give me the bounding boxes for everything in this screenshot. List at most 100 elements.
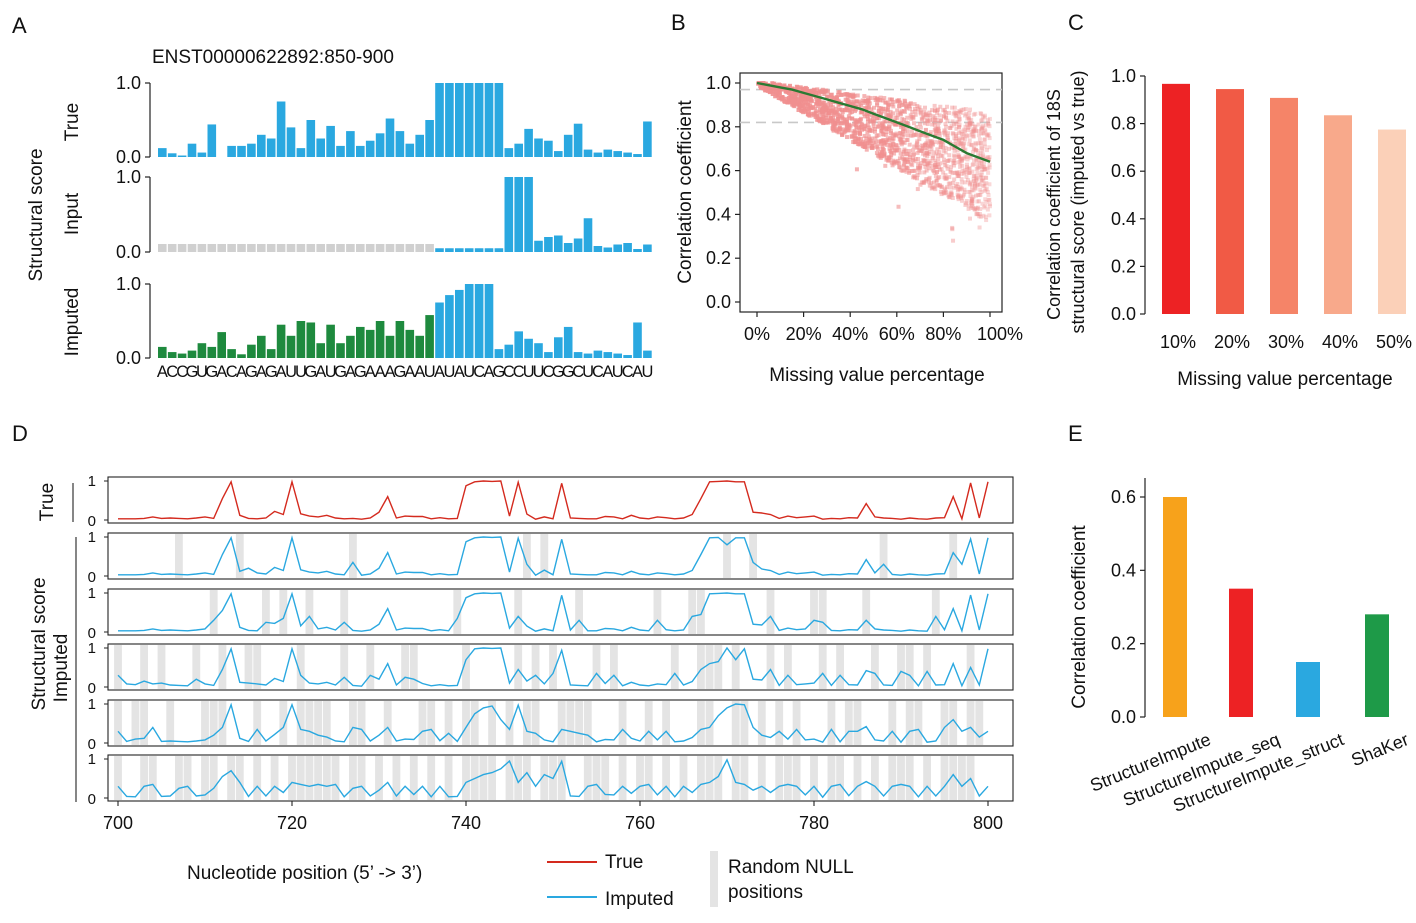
panel-b-point bbox=[942, 110, 947, 115]
panel-b-point bbox=[871, 140, 876, 145]
panel-b-point bbox=[980, 201, 985, 206]
panel-d-null-band bbox=[557, 701, 566, 745]
panel-b-point bbox=[869, 107, 874, 112]
panel-b-point bbox=[814, 97, 819, 102]
panel-b-point bbox=[967, 125, 972, 130]
panel-b-point bbox=[894, 148, 899, 153]
panel-b-point bbox=[859, 121, 864, 126]
panel-b-point bbox=[974, 176, 979, 181]
panel-d-null-band bbox=[549, 645, 557, 689]
panel-b-point bbox=[908, 113, 913, 118]
panel-b-point bbox=[876, 133, 881, 138]
panel-b-point bbox=[924, 168, 929, 173]
panel-b-point bbox=[958, 157, 963, 162]
panel-a-bar bbox=[474, 284, 484, 358]
panel-b-point bbox=[969, 205, 974, 210]
panel-a-bar bbox=[167, 352, 177, 358]
panel-b-point bbox=[862, 111, 867, 116]
panel-d-null-band bbox=[201, 701, 209, 745]
panel-b-point bbox=[938, 118, 943, 123]
panel-b-point bbox=[884, 126, 889, 131]
panel-d-null-band bbox=[810, 590, 818, 634]
panel-d-null-band bbox=[723, 534, 731, 578]
panel-b-point bbox=[941, 144, 946, 149]
panel-b-point bbox=[965, 178, 970, 183]
panel-b-ytick-label: 1.0 bbox=[706, 73, 731, 93]
panel-b-point bbox=[826, 102, 831, 107]
panel-b-point bbox=[794, 84, 799, 89]
panel-b-point bbox=[925, 142, 930, 147]
panel-b-point bbox=[815, 87, 820, 92]
panel-b-point bbox=[952, 170, 957, 175]
panel-b-point bbox=[807, 89, 812, 94]
panel-b-point bbox=[934, 178, 939, 183]
panel-e-bars: 0.00.20.40.6StructureImputeStructureImpu… bbox=[1087, 478, 1411, 817]
panel-d-null-band bbox=[905, 701, 914, 745]
panel-a-seq-char: G bbox=[265, 363, 278, 381]
panel-b-point bbox=[959, 158, 964, 163]
panel-d-null-band bbox=[766, 590, 775, 634]
panel-b-point bbox=[983, 175, 988, 180]
panel-b-point bbox=[864, 136, 869, 141]
panel-b-point bbox=[976, 129, 981, 134]
panel-b-point bbox=[934, 169, 939, 174]
panel-e-ytick-label: 0.0 bbox=[1111, 707, 1136, 727]
panel-b-point bbox=[982, 115, 987, 120]
panel-b-point bbox=[977, 137, 982, 142]
panel-b-point bbox=[869, 136, 874, 141]
panel-b-point bbox=[956, 139, 961, 144]
panel-b-point bbox=[814, 101, 819, 106]
panel-a-bar bbox=[425, 120, 434, 157]
panel-b-point bbox=[949, 192, 954, 197]
panel-b-point bbox=[974, 206, 979, 211]
panel-b-point bbox=[888, 135, 893, 140]
panel-c-ylabel: Correlation coefficient of 18S structura… bbox=[1044, 70, 1088, 333]
panel-a-seq-char: A bbox=[345, 363, 356, 381]
panel-b-point bbox=[967, 170, 972, 175]
panel-a-bar bbox=[187, 143, 197, 157]
panel-b-point bbox=[982, 113, 987, 118]
panel-a-bar bbox=[603, 247, 613, 252]
panel-b-point bbox=[943, 150, 948, 155]
panel-b-point bbox=[943, 191, 948, 196]
panel-b-point bbox=[971, 146, 976, 151]
panel-d-null-band bbox=[314, 756, 323, 800]
panel-b-point bbox=[830, 126, 835, 131]
panel-a-bar bbox=[435, 302, 444, 358]
panel-b-point bbox=[821, 120, 826, 125]
panel-b-point bbox=[973, 186, 978, 191]
panel-b-point bbox=[945, 166, 950, 171]
panel-d-null-band bbox=[705, 756, 714, 800]
panel-d-null-band bbox=[522, 701, 531, 745]
panel-b-point bbox=[935, 182, 940, 187]
panel-a-seq-char: A bbox=[365, 363, 376, 381]
panel-b-point bbox=[958, 194, 963, 199]
panel-b-point bbox=[944, 115, 949, 120]
panel-b-point bbox=[867, 101, 872, 106]
panel-b-point bbox=[913, 168, 918, 173]
panel-b-point bbox=[959, 158, 964, 163]
panel-b-point bbox=[902, 101, 907, 106]
panel-d-null-band bbox=[453, 590, 462, 634]
panel-b-point bbox=[773, 94, 778, 99]
panel-label-b: B bbox=[671, 10, 686, 35]
panel-d-null-band bbox=[870, 645, 879, 689]
panel-b-point bbox=[979, 127, 984, 132]
panel-b-point bbox=[897, 147, 902, 152]
panel-b-point bbox=[968, 180, 973, 185]
panel-b-point bbox=[889, 153, 894, 158]
panel-a-row-label-true: True bbox=[62, 103, 83, 141]
panel-a-seq-char: C bbox=[176, 363, 188, 381]
panel-b-point bbox=[913, 109, 918, 114]
panel-b-point bbox=[971, 112, 976, 117]
panel-b-point bbox=[970, 169, 975, 174]
panel-b-point bbox=[905, 160, 910, 165]
panel-b-point bbox=[957, 118, 962, 123]
panel-d-null-band bbox=[296, 701, 305, 745]
panel-b-point bbox=[960, 163, 965, 168]
panel-d-ytick-label: 0 bbox=[88, 680, 96, 697]
panel-b-point bbox=[909, 129, 914, 134]
panel-b-point bbox=[922, 170, 927, 175]
panel-a-bar bbox=[296, 321, 306, 358]
